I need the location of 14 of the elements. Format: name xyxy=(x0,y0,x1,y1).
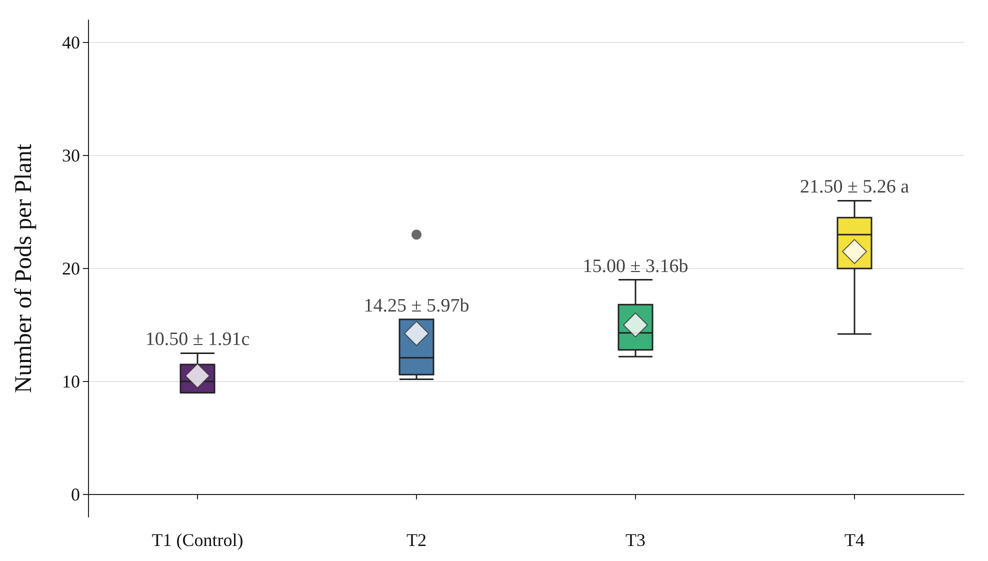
y-tick-label: 10 xyxy=(62,371,80,392)
y-tick-label: 20 xyxy=(62,258,80,278)
x-tick-label: T3 xyxy=(626,530,646,550)
annotation: 10.50 ± 1.91c xyxy=(145,329,250,350)
y-tick-label: 40 xyxy=(62,32,80,53)
x-tick-label: T4 xyxy=(844,530,864,550)
y-tick-label: 30 xyxy=(62,146,80,166)
y-axis-title: Number of Pods per Plant xyxy=(11,144,37,394)
x-tick-label: T1 (Control) xyxy=(152,530,244,550)
annotation: 14.25 ± 5.97b xyxy=(364,295,470,316)
y-tick-label: 0 xyxy=(71,484,80,504)
annotation: 15.00 ± 3.16b xyxy=(582,256,688,277)
annotation: 21.50 ± 5.26 a xyxy=(800,176,910,198)
x-tick-label: T2 xyxy=(406,530,426,550)
